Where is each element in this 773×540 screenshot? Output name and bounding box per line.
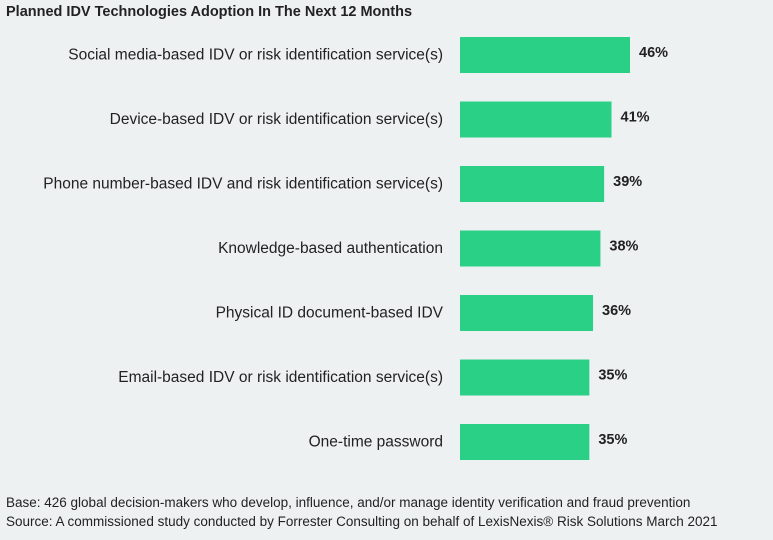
bar-7 <box>460 424 590 460</box>
category-label-7: One-time password <box>309 434 443 451</box>
bar-4 <box>460 230 601 267</box>
labels-layer: Social media-based IDV or risk identific… <box>43 45 668 451</box>
value-label-1: 46% <box>639 45 668 61</box>
bar-2 <box>460 101 612 138</box>
bar-6 <box>460 359 590 396</box>
category-label-2: Device-based IDV or risk identification … <box>110 111 443 128</box>
value-label-6: 35% <box>598 368 627 384</box>
value-label-3: 39% <box>613 174 642 190</box>
base-note: Base: 426 global decision-makers who dev… <box>6 495 691 510</box>
category-label-3: Phone number-based IDV and risk identifi… <box>43 176 443 193</box>
bars-layer <box>460 37 630 460</box>
bar-1 <box>460 37 630 73</box>
chart-title: Planned IDV Technologies Adoption In The… <box>6 4 413 20</box>
value-label-7: 35% <box>598 432 627 448</box>
category-label-5: Physical ID document-based IDV <box>216 305 444 322</box>
value-label-5: 36% <box>602 303 631 319</box>
source-note: Source: A commissioned study conducted b… <box>6 514 718 529</box>
value-label-2: 41% <box>621 110 650 126</box>
bar-5 <box>460 295 594 331</box>
category-label-6: Email-based IDV or risk identification s… <box>118 369 443 386</box>
category-label-1: Social media-based IDV or risk identific… <box>68 47 443 64</box>
bar-chart: Social media-based IDV or risk identific… <box>43 37 668 460</box>
category-label-4: Knowledge-based authentication <box>218 240 443 257</box>
bar-3 <box>460 166 605 202</box>
value-label-4: 38% <box>609 239 638 255</box>
